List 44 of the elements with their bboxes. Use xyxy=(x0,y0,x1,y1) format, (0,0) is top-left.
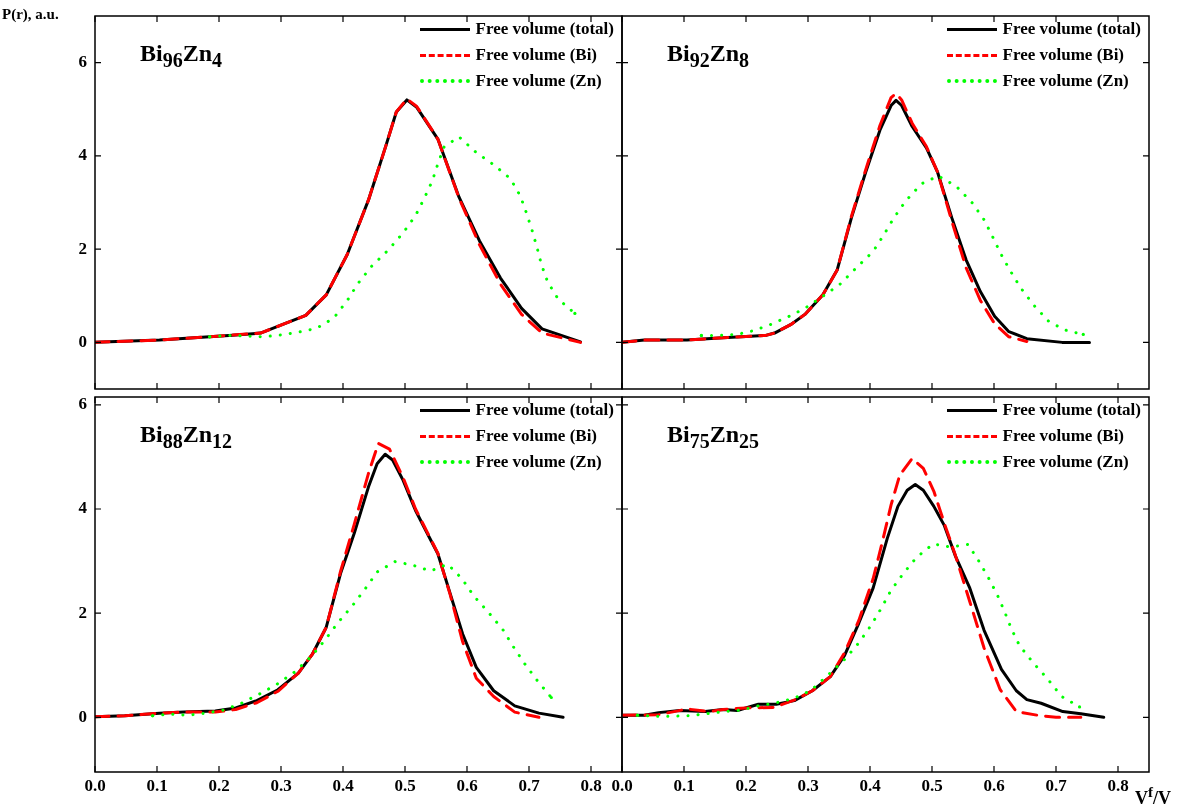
x-axis-title: V$^{f}$/V xyxy=(1135,784,1171,809)
y-tick-label: 0 xyxy=(78,706,87,726)
legend-label: Free volume (Zn) xyxy=(475,451,602,473)
x-tick-label: 0.4 xyxy=(332,775,355,795)
text: Bi$_{92}$Zn$_{8}$ xyxy=(667,40,750,72)
y-tick-label: 2 xyxy=(78,238,87,258)
x-tick-label: 0.7 xyxy=(518,775,541,795)
legend-label: Free volume (Bi) xyxy=(475,44,598,66)
x-tick-label: 0.4 xyxy=(859,775,882,795)
legend-label: Free volume (total) xyxy=(475,399,614,421)
legend-label: Free volume (total) xyxy=(1002,399,1141,421)
x-tick-label: 0.7 xyxy=(1045,775,1068,795)
x-tick-label: 0.1 xyxy=(146,775,168,795)
x-tick-label: 0.3 xyxy=(270,775,292,795)
text: Bi$_{75}$Zn$_{25}$ xyxy=(667,421,760,453)
legend-label: Free volume (Bi) xyxy=(1002,425,1125,447)
legend-label: Free volume (Bi) xyxy=(475,425,598,447)
text: Bi$_{96}$Zn$_{4}$ xyxy=(140,40,223,72)
x-tick-label: 0.8 xyxy=(1107,775,1129,795)
text: Bi$_{88}$Zn$_{12}$ xyxy=(140,421,233,453)
legend-label: Free volume (total) xyxy=(1002,18,1141,40)
x-tick-label: 0.2 xyxy=(735,775,757,795)
legend-label: Free volume (Zn) xyxy=(475,70,602,92)
legend-label: Free volume (Zn) xyxy=(1002,70,1129,92)
y-tick-label: 2 xyxy=(78,602,87,622)
x-tick-label: 0.6 xyxy=(983,775,1005,795)
y-tick-label: 4 xyxy=(78,498,88,518)
y-tick-label: 4 xyxy=(78,145,88,165)
y-tick-label: 6 xyxy=(78,394,87,414)
y-tick-label: 6 xyxy=(78,52,87,72)
x-tick-label: 0.6 xyxy=(456,775,478,795)
x-tick-label: 0.5 xyxy=(921,775,943,795)
x-tick-label: 0.8 xyxy=(580,775,602,795)
x-tick-label: 0.3 xyxy=(797,775,819,795)
x-tick-label: 0.5 xyxy=(394,775,416,795)
legend-label: Free volume (Bi) xyxy=(1002,44,1125,66)
legend-label: Free volume (Zn) xyxy=(1002,451,1129,473)
x-tick-label: 0.1 xyxy=(673,775,695,795)
legend-label: Free volume (total) xyxy=(475,18,614,40)
x-tick-label: 0.2 xyxy=(208,775,230,795)
x-tick-label: 0.0 xyxy=(611,775,633,795)
y-axis-title: P(r), a.u. xyxy=(2,6,59,23)
x-tick-label: 0.0 xyxy=(84,775,106,795)
y-tick-label: 0 xyxy=(78,331,87,351)
